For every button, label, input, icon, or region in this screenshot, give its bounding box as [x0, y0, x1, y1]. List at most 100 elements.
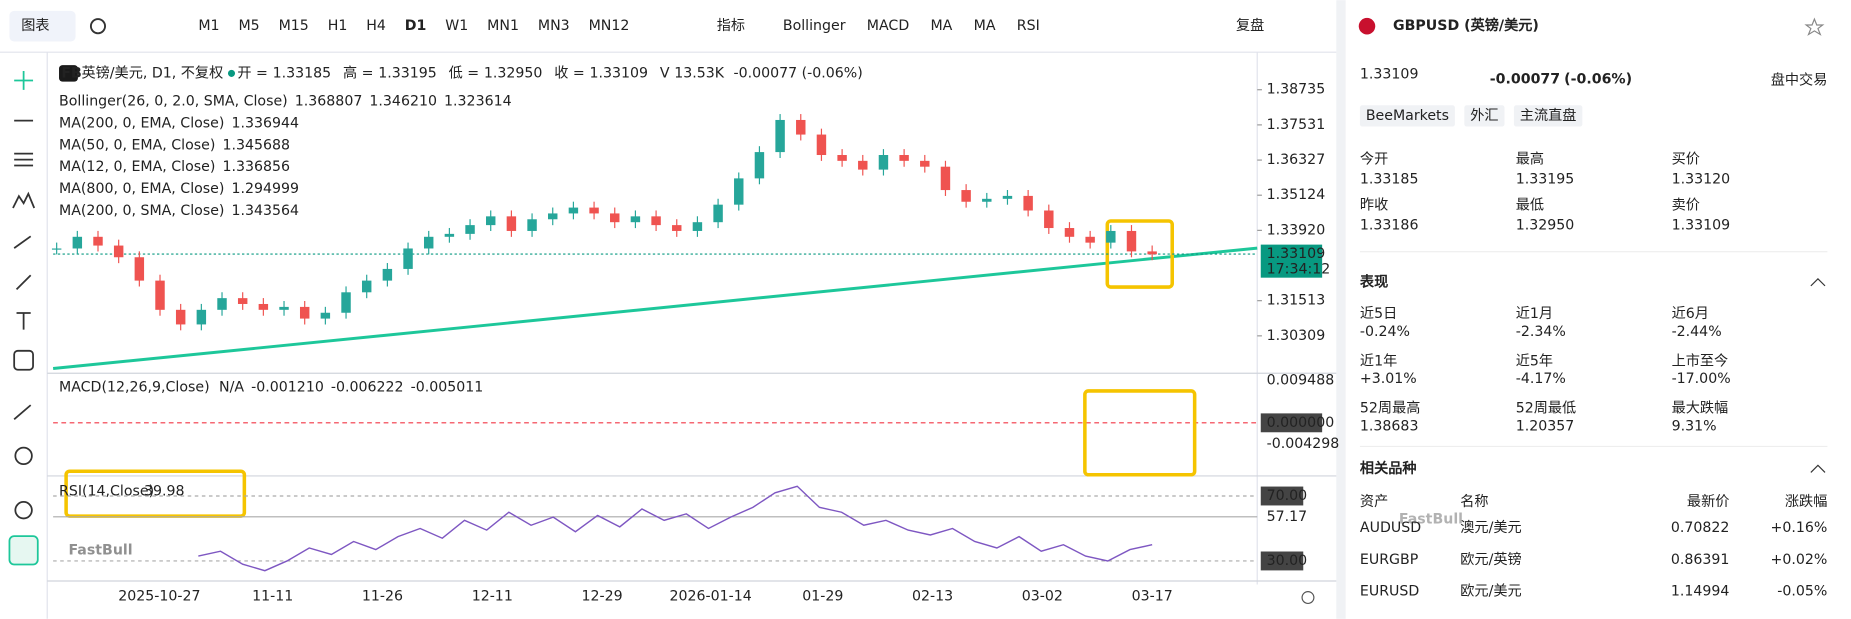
change[interactable]: -0.05% — [1777, 584, 1827, 600]
candle — [444, 233, 455, 237]
name[interactable]: 欧元/美元 — [1460, 584, 1521, 600]
x-tick-label: 11-11 — [252, 588, 293, 604]
star[interactable] — [1804, 17, 1825, 36]
candle — [672, 225, 682, 231]
perf-label: 近6月 — [1672, 306, 1709, 322]
indicator[interactable]: MA — [930, 18, 952, 34]
price[interactable]: 0.86391 — [1671, 552, 1730, 568]
study-name: MA(200, 0, EMA, Close) — [59, 116, 224, 132]
trend-line — [52, 246, 1258, 370]
timeframe[interactable]: M1 — [198, 18, 219, 34]
study-value: 1.336856 — [222, 159, 290, 175]
candle — [486, 216, 496, 226]
candle — [320, 312, 331, 319]
candle — [1064, 228, 1075, 237]
candle — [1126, 230, 1137, 252]
candle — [258, 303, 269, 310]
timeframe[interactable]: H4 — [366, 18, 386, 34]
x-tick-label: 12-11 — [472, 588, 513, 604]
status-dot — [227, 69, 236, 77]
study-value: 1.345688 — [222, 137, 290, 153]
watermark: FastBull — [68, 542, 132, 558]
study-name: Bollinger(26, 0, 2.0, SMA, Close) — [59, 94, 288, 110]
price[interactable]: 0.70822 — [1671, 520, 1730, 536]
tag: 主流直盘 — [1520, 107, 1577, 124]
macd-value: -0.006222 — [331, 379, 404, 395]
perf-value: +3.01% — [1360, 371, 1417, 387]
ohlc-label: 低 = — [449, 65, 480, 81]
ohlc-label: 开 = — [237, 65, 268, 81]
name[interactable]: 欧元/英镑 — [1460, 551, 1521, 568]
last-price: 1.33109 — [1267, 246, 1326, 262]
study-name: MA(50, 0, EMA, Close) — [59, 137, 215, 153]
quote-value: 1.32950 — [1516, 218, 1575, 234]
collapse[interactable] — [1810, 464, 1826, 473]
asset[interactable]: AUDUSD — [1360, 520, 1421, 536]
timeframe[interactable]: H1 — [328, 18, 348, 34]
perf-value: 1.20357 — [1516, 418, 1575, 434]
quote-label: 最低 — [1516, 198, 1544, 214]
rsi-tick: 70.00 — [1267, 488, 1308, 504]
candle — [796, 119, 806, 135]
price[interactable]: 1.14994 — [1671, 584, 1730, 600]
timeframe[interactable]: MN12 — [589, 18, 630, 34]
study-name: MA(800, 0, EMA, Close) — [59, 181, 224, 197]
candle — [506, 216, 517, 231]
chart-menu[interactable]: 图表 — [21, 18, 49, 34]
study-name: MA(200, 0, SMA, Close) — [59, 203, 224, 219]
quote-label: 今开 — [1360, 152, 1388, 168]
rsi-value: 39.98 — [144, 483, 185, 499]
name[interactable]: 澳元/美元 — [1460, 520, 1521, 536]
asset[interactable]: EURGBP — [1360, 552, 1419, 568]
candle — [920, 160, 930, 167]
quote-value: 1.33185 — [1360, 172, 1419, 188]
change-pct: (-0.06%) — [1564, 71, 1632, 87]
volume-label: V — [660, 65, 670, 81]
timeframe[interactable]: W1 — [445, 18, 468, 34]
divider — [1336, 0, 1346, 619]
ohlc-value: 1.33185 — [273, 65, 332, 81]
indicators-menu[interactable]: 指标 — [717, 18, 745, 34]
timeframe[interactable]: M5 — [238, 18, 259, 34]
candle — [217, 298, 227, 310]
indicator[interactable]: MACD — [867, 18, 910, 34]
macd-tick: 0.000000 — [1267, 415, 1335, 431]
col-header: 资产 — [1360, 494, 1388, 510]
candle — [610, 213, 620, 223]
chart-menu-bg[interactable] — [9, 10, 76, 42]
countdown: 17:34:12 — [1267, 261, 1331, 277]
timeframe[interactable]: MN3 — [538, 18, 570, 34]
rsi-label: RSI(14,Close) — [59, 483, 154, 499]
candle — [816, 134, 827, 156]
change[interactable]: +0.16% — [1771, 520, 1828, 536]
collapse[interactable] — [1810, 277, 1826, 287]
quote-label: 最高 — [1516, 151, 1544, 168]
drawing-tools[interactable] — [8, 71, 39, 566]
indicator[interactable]: MA — [974, 18, 996, 34]
indicator[interactable]: Bollinger — [783, 18, 846, 34]
timeframe[interactable]: MN1 — [487, 18, 519, 34]
timeframe[interactable]: D1 — [405, 18, 427, 34]
candle — [837, 155, 847, 161]
col-header: 名称 — [1460, 494, 1488, 510]
settings-icon[interactable] — [1301, 591, 1315, 605]
timeframe[interactable]: M15 — [279, 18, 309, 34]
x-tick-label: 03-17 — [1132, 588, 1173, 604]
study-name: MA(12, 0, EMA, Close) — [59, 159, 215, 175]
study-value: 1.294999 — [231, 181, 299, 197]
watermark: FastBull — [1399, 512, 1463, 528]
candle — [361, 280, 372, 293]
asset[interactable]: EURUSD — [1360, 584, 1419, 600]
replay[interactable]: 复盘 — [1236, 17, 1264, 34]
perf-value: -17.00% — [1672, 371, 1731, 387]
highlight — [64, 469, 247, 518]
indicator[interactable]: RSI — [1017, 18, 1040, 34]
last-price-tag — [1260, 244, 1323, 278]
macd-value: N/A — [219, 379, 244, 395]
tag: BeeMarkets — [1366, 108, 1449, 124]
search-icon[interactable] — [89, 18, 107, 35]
candle — [155, 280, 165, 310]
tag-bg — [1513, 105, 1583, 127]
y-tick-label: 1.36327 — [1267, 152, 1326, 168]
change[interactable]: +0.02% — [1771, 552, 1828, 568]
